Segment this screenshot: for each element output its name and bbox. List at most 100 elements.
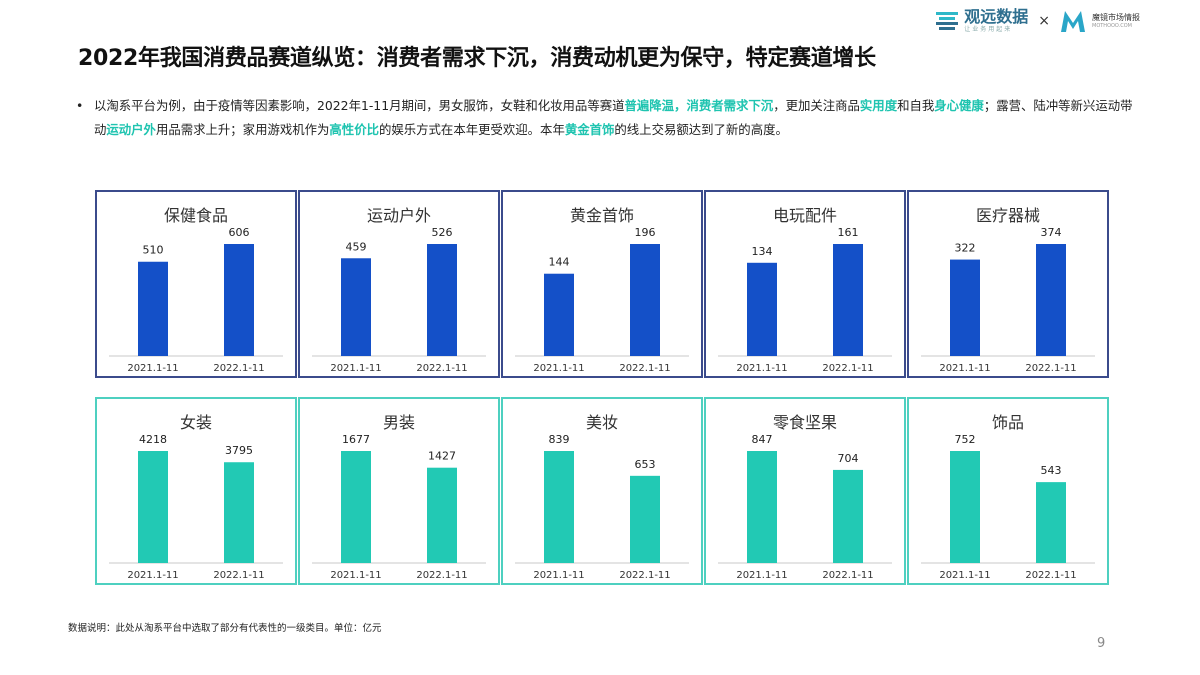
guanyuan-logo-icon: [936, 12, 959, 30]
data-label: 543: [1041, 464, 1062, 477]
chart-title: 电玩配件: [772, 206, 837, 225]
chart-title: 美妆: [585, 413, 618, 432]
tick-label: 2021.1-11: [330, 570, 381, 581]
chart-title: 保健食品: [163, 206, 228, 225]
chart-title: 饰品: [991, 413, 1024, 432]
bar: [544, 273, 574, 356]
bar: [138, 261, 168, 356]
bar: [1036, 482, 1066, 563]
chart-panel: 黄金首饰 144 2021.1-11 196 2022.1-11: [501, 190, 703, 378]
chart-title: 医疗器械: [975, 206, 1040, 225]
chart-panel: 饰品 752 2021.1-11 543 2022.1-11: [907, 397, 1109, 585]
bar: [1036, 244, 1066, 356]
tick-label: 2021.1-11: [127, 363, 178, 374]
summary-text: 以淘系平台为例，由于疫情等因素影响，2022年1-11月期间，男女服饰，女鞋和化…: [76, 94, 1141, 142]
guanyuan-brand-slogan: 让业务用起来: [964, 26, 1013, 33]
bar: [630, 475, 660, 563]
data-label: 322: [955, 242, 976, 255]
tick-label: 2022.1-11: [822, 363, 873, 374]
guanyuan-brand-name: 观远数据: [964, 7, 1029, 26]
tick-label: 2021.1-11: [533, 570, 584, 581]
bar: [427, 467, 457, 563]
data-label: 134: [752, 245, 773, 258]
mojing-brand-name: 魔镜市场情报: [1092, 13, 1140, 22]
guanyuan-brand: 观远数据 让业务用起来: [964, 8, 1028, 34]
bar: [341, 258, 371, 356]
data-label: 1677: [342, 433, 370, 446]
bar: [950, 259, 980, 356]
data-label: 459: [346, 240, 367, 253]
bar: [341, 451, 371, 563]
bar: [544, 451, 574, 563]
tick-label: 2022.1-11: [416, 570, 467, 581]
bar-chart: 4218 2021.1-11 3795 2022.1-11: [109, 433, 283, 581]
bar: [138, 451, 168, 563]
body-text: 以淘系平台为例，由于疫情等因素影响，2022年1-11月期间，男女服饰，女鞋和化…: [94, 98, 625, 113]
data-label: 752: [955, 433, 976, 446]
tick-label: 2021.1-11: [736, 570, 787, 581]
bullet-dot: •: [76, 98, 84, 113]
tick-label: 2021.1-11: [939, 363, 990, 374]
bar-chart: 510 2021.1-11 606 2022.1-11: [109, 226, 283, 374]
tick-label: 2021.1-11: [127, 570, 178, 581]
data-label: 839: [549, 433, 570, 446]
highlight-text: 实用度: [859, 98, 898, 113]
chart-panel: 保健食品 510 2021.1-11 606 2022.1-11: [95, 190, 297, 378]
chart-panel: 美妆 839 2021.1-11 653 2022.1-11: [501, 397, 703, 585]
bar: [427, 244, 457, 356]
highlight-text: 运动户外: [106, 122, 156, 137]
data-label: 847: [752, 433, 773, 446]
tick-label: 2022.1-11: [822, 570, 873, 581]
bar: [747, 451, 777, 563]
bar: [833, 469, 863, 563]
body-text: ；露营、陆冲等新兴运动带动: [94, 98, 1133, 137]
bar: [950, 451, 980, 563]
bar: [747, 262, 777, 356]
data-label: 4218: [139, 433, 167, 446]
mojing-brand: 魔镜市场情报 MOTHOOO.COM: [1092, 13, 1140, 29]
bar: [630, 244, 660, 356]
data-label: 196: [635, 226, 656, 239]
data-label: 374: [1041, 226, 1062, 239]
logo-times: ×: [1038, 13, 1050, 29]
data-label: 510: [143, 244, 164, 257]
highlight-text: 黄金首饰: [564, 122, 615, 137]
bar: [833, 244, 863, 356]
bar-chart: 752 2021.1-11 543 2022.1-11: [921, 433, 1095, 581]
data-label: 144: [549, 256, 570, 269]
chart-title: 零食坚果: [772, 413, 837, 432]
chart-panel: 运动户外 459 2021.1-11 526 2022.1-11: [298, 190, 500, 378]
tick-label: 2022.1-11: [213, 363, 264, 374]
data-label: 526: [432, 226, 453, 239]
chart-title: 运动户外: [366, 206, 431, 225]
data-label: 3795: [225, 444, 253, 457]
tick-label: 2022.1-11: [1025, 363, 1076, 374]
tick-label: 2021.1-11: [330, 363, 381, 374]
chart-panel: 电玩配件 134 2021.1-11 161 2022.1-11: [704, 190, 906, 378]
highlight-text: 普遍降温，消费者需求下沉: [624, 98, 774, 113]
chart-title: 黄金首饰: [569, 206, 634, 225]
bar-chart: 144 2021.1-11 196 2022.1-11: [515, 226, 689, 374]
chart-title: 女装: [179, 413, 212, 432]
body-text: 的线上交易额达到了新的高度。: [614, 122, 788, 137]
tick-label: 2021.1-11: [736, 363, 787, 374]
chart-panel: 男装 1677 2021.1-11 1427 2022.1-11: [298, 397, 500, 585]
bar-chart: 134 2021.1-11 161 2022.1-11: [718, 226, 892, 374]
bar-chart: 1677 2021.1-11 1427 2022.1-11: [312, 433, 486, 581]
chart-panel: 女装 4218 2021.1-11 3795 2022.1-11: [95, 397, 297, 585]
logo-area: 观远数据 让业务用起来 × 魔镜市场情报 MOTHOOO.COM: [936, 8, 1140, 34]
tick-label: 2022.1-11: [416, 363, 467, 374]
body-text: ，更加关注商品: [773, 98, 860, 113]
data-label: 161: [838, 226, 859, 239]
tick-label: 2022.1-11: [1025, 570, 1076, 581]
highlight-text: 高性价比: [329, 122, 379, 137]
mojing-logo-icon: [1061, 11, 1085, 32]
tick-label: 2022.1-11: [619, 570, 670, 581]
tick-label: 2022.1-11: [619, 363, 670, 374]
tick-label: 2022.1-11: [213, 570, 264, 581]
tick-label: 2021.1-11: [533, 363, 584, 374]
chart-panel: 医疗器械 322 2021.1-11 374 2022.1-11: [907, 190, 1109, 378]
bar-chart: 847 2021.1-11 704 2022.1-11: [718, 433, 892, 581]
data-label: 653: [635, 458, 656, 471]
bar-chart: 322 2021.1-11 374 2022.1-11: [921, 226, 1095, 374]
